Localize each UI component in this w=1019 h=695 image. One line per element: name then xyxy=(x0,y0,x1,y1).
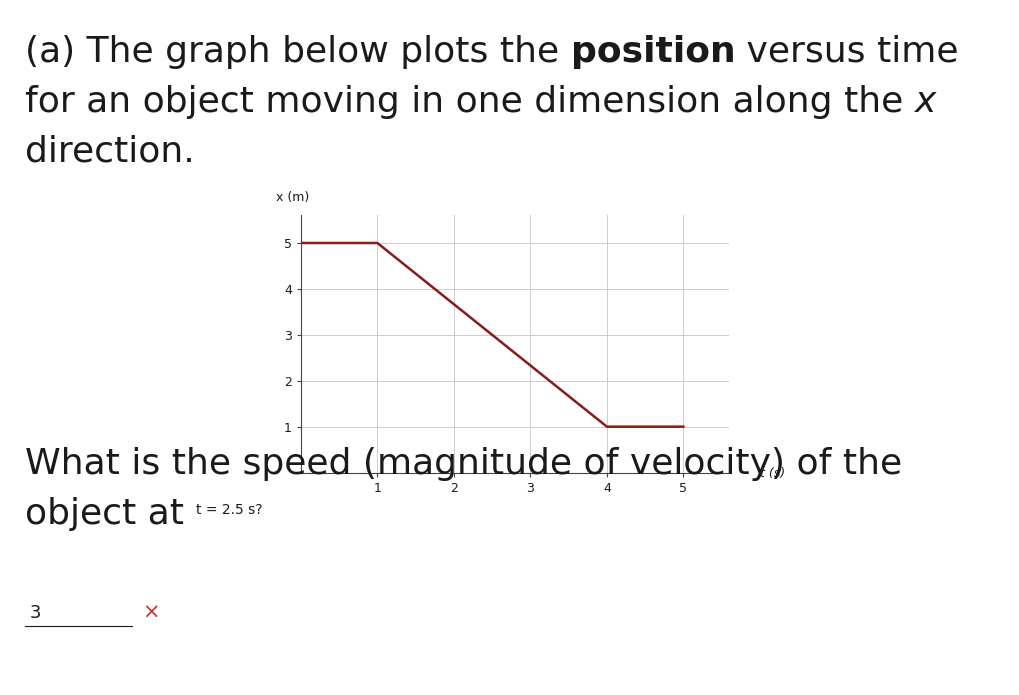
Text: object at: object at xyxy=(25,497,196,531)
Text: for an object moving in one dimension along the: for an object moving in one dimension al… xyxy=(25,85,914,119)
Text: direction.: direction. xyxy=(25,135,195,169)
Text: ×: × xyxy=(143,603,160,623)
Text: position: position xyxy=(570,35,735,69)
Text: 3: 3 xyxy=(31,604,42,622)
Text: t = 2.5 s?: t = 2.5 s? xyxy=(196,502,262,516)
Text: t (s): t (s) xyxy=(759,468,785,480)
Text: versus time: versus time xyxy=(735,35,958,69)
Text: What is the speed (magnitude of velocity) of the: What is the speed (magnitude of velocity… xyxy=(25,447,901,481)
Text: (a) The graph below plots the: (a) The graph below plots the xyxy=(25,35,570,69)
Text: x (m): x (m) xyxy=(275,191,309,204)
Text: x: x xyxy=(914,85,935,119)
